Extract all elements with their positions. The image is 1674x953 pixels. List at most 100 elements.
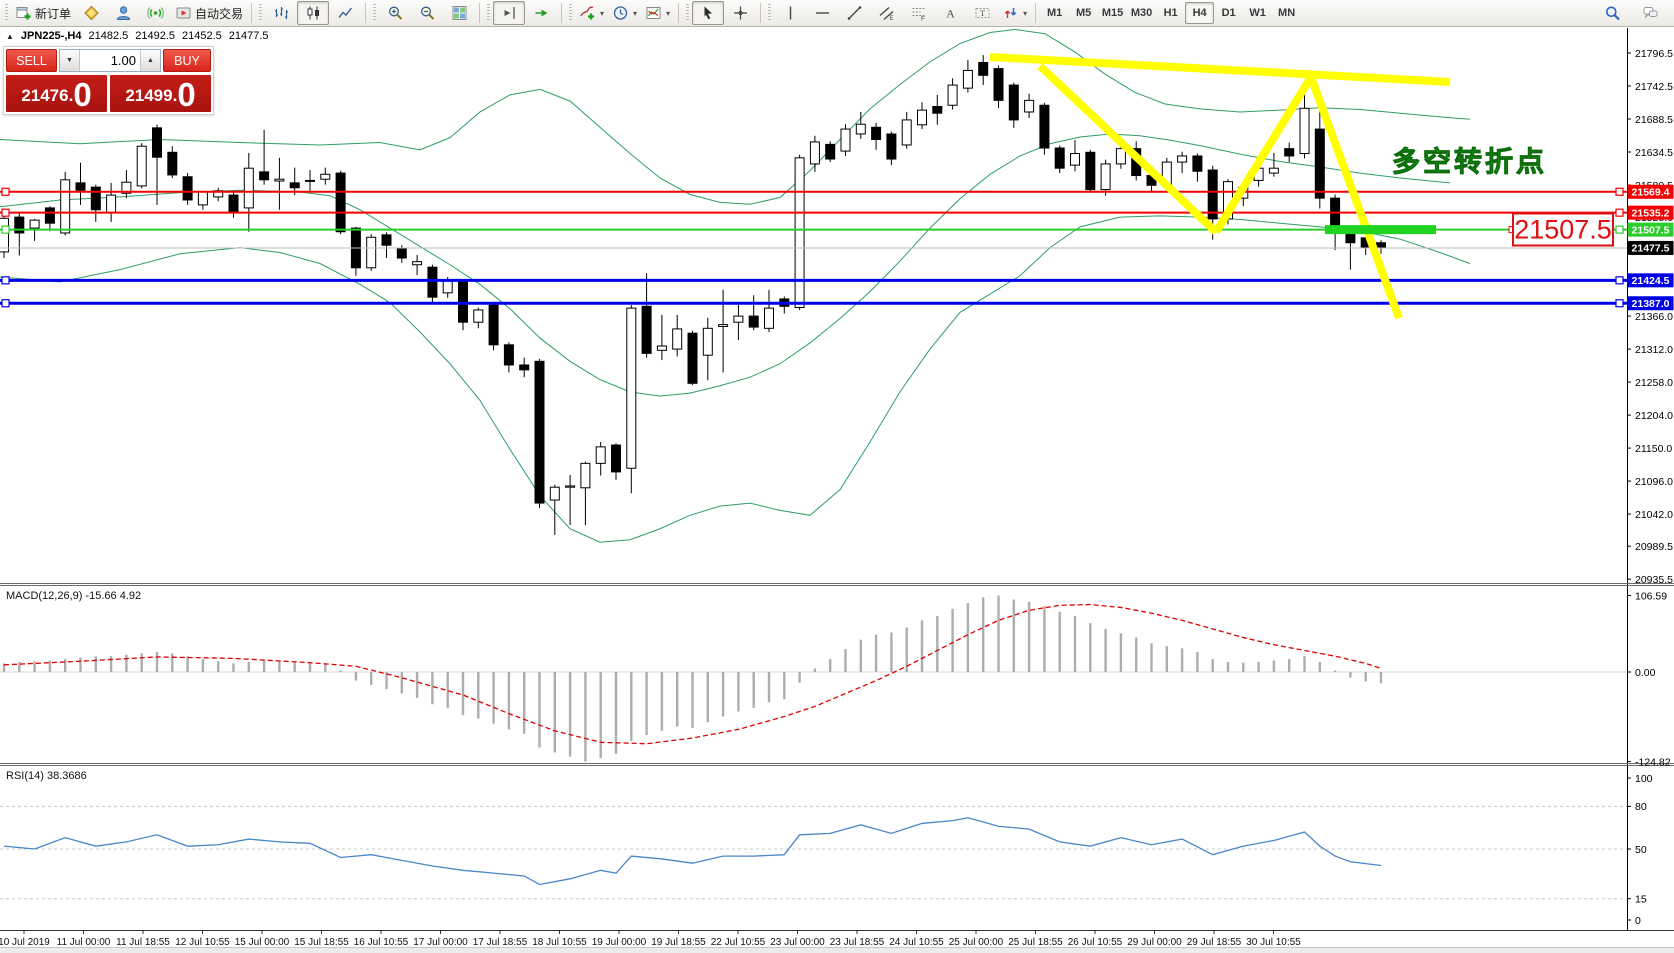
zoom-out-button[interactable] — [411, 1, 443, 25]
hline-anchor[interactable] — [1615, 208, 1624, 217]
time-axis[interactable]: 10 Jul 2019 11 Jul 00:00 11 Jul 18:55 12 Ju… — [0, 930, 1301, 948]
indicators-list-button[interactable]: ▾ — [575, 1, 608, 25]
candlestick-mode-button[interactable] — [297, 1, 330, 25]
hline-anchor[interactable] — [1, 187, 10, 196]
candle-bearish — [1192, 155, 1203, 172]
timeframe-h4-button[interactable]: H4 — [1185, 2, 1215, 24]
rsi-tick-label: 80 — [1635, 801, 1647, 813]
crosshair-tool-button[interactable] — [724, 1, 756, 25]
hline-anchor[interactable] — [1615, 276, 1624, 285]
indicators-list-icon — [579, 5, 596, 21]
yellow-trendline-3[interactable] — [1212, 74, 1315, 235]
timeframe-m5-button[interactable]: M5 — [1075, 7, 1092, 19]
periods-button[interactable]: ▾ — [608, 1, 641, 25]
time-tick-label: 10 Jul 2019 — [0, 937, 50, 948]
svg-text:F: F — [921, 16, 925, 22]
candle-bullish — [320, 173, 331, 180]
main-chart-pane[interactable] — [0, 28, 1471, 543]
thick-green-segment[interactable] — [1325, 225, 1436, 235]
hline-anchor[interactable] — [1, 276, 10, 285]
chat-button[interactable] — [1634, 1, 1666, 25]
hline-anchor[interactable] — [1615, 299, 1624, 308]
vertical-line-tool-button[interactable] — [774, 1, 806, 25]
auto-scroll-button[interactable] — [525, 1, 557, 25]
svg-text:T: T — [979, 8, 985, 18]
user-profile-button[interactable] — [107, 1, 139, 25]
fibonacci-tool-button[interactable]: F — [902, 1, 934, 25]
timeframe-mn-button[interactable]: MN — [1278, 7, 1296, 19]
hline-anchor[interactable] — [1, 299, 10, 308]
auto-trading-icon — [175, 5, 192, 21]
timeframe-h1-button[interactable]: H1 — [1163, 7, 1178, 19]
yellow-trendline-1[interactable] — [989, 53, 1451, 86]
ohlc-high: 21492.5 — [135, 30, 175, 42]
timeframe-d1-button[interactable]: D1 — [1221, 7, 1236, 19]
arrows-tool-button[interactable]: ▾ — [998, 1, 1031, 25]
volume-decrease-button[interactable]: ▼ — [60, 50, 80, 71]
price-axis[interactable]: 21796.521742.521688.521634.521580.521528… — [1627, 28, 1673, 930]
toolbar-separator — [760, 3, 762, 23]
search-button[interactable] — [1596, 1, 1628, 25]
hline-anchor[interactable] — [1615, 225, 1624, 234]
text-tool-icon: A — [942, 5, 959, 21]
candle-bearish — [14, 216, 25, 234]
hline-price-label — [1627, 296, 1674, 311]
new-order-button[interactable]: 新订单 — [11, 1, 75, 25]
sell-price-display[interactable]: 21476. 0 — [6, 75, 107, 112]
cursor-tool-button[interactable] — [692, 1, 725, 25]
toolbar-separator — [251, 3, 253, 23]
candle-bearish — [44, 207, 55, 224]
signals-icon — [146, 5, 164, 21]
templates-button[interactable]: ▾ — [641, 1, 674, 25]
candle-bullish — [1024, 99, 1035, 113]
turning-point-annotation[interactable]: 多空转折点 — [1392, 145, 1547, 178]
templates-dropdown-arrow-icon[interactable]: ▾ — [666, 8, 671, 18]
buy-button[interactable]: BUY — [163, 49, 211, 72]
macd-tick-label: -124.82 — [1635, 756, 1671, 768]
periods-dropdown-arrow-icon[interactable]: ▾ — [633, 8, 638, 18]
candle-bearish — [993, 68, 1004, 101]
auto-trading-button[interactable]: 自动交易 — [171, 1, 247, 25]
tile-windows-button[interactable] — [443, 1, 475, 25]
mql5-gold-button[interactable] — [75, 1, 107, 25]
bar-chart-mode-button[interactable] — [265, 1, 297, 25]
buy-price-display[interactable]: 21499. 0 — [110, 75, 211, 112]
line-chart-mode-button[interactable] — [329, 1, 361, 25]
chart-canvas[interactable]: 21796.521742.521688.521634.521580.521528… — [0, 28, 1674, 953]
candle-bearish — [1376, 242, 1386, 249]
chart-shift-button[interactable] — [493, 1, 526, 25]
svg-text:21535.2: 21535.2 — [1632, 207, 1670, 219]
timeframe-w1-button[interactable]: W1 — [1249, 7, 1266, 19]
arrows-tool-dropdown-arrow-icon[interactable]: ▾ — [1023, 8, 1028, 18]
cursor-tool-icon — [700, 5, 717, 21]
hline-anchor[interactable] — [1, 225, 10, 234]
volume-input[interactable] — [80, 50, 140, 71]
yellow-trendline-4[interactable] — [1307, 75, 1403, 320]
collapse-arrow-icon[interactable]: ▲ — [6, 31, 14, 41]
candle-bearish — [519, 364, 530, 371]
volume-increase-button[interactable]: ▲ — [140, 50, 160, 71]
text-label-tool-button[interactable]: T — [966, 1, 998, 25]
indicators-list-dropdown-arrow-icon[interactable]: ▾ — [600, 8, 605, 18]
candle-bearish — [1207, 169, 1218, 220]
timeframe-m30-button[interactable]: M30 — [1130, 7, 1153, 19]
hline-anchor[interactable] — [1615, 187, 1624, 196]
ohlc-low: 21452.5 — [182, 30, 222, 42]
candle-bullish — [565, 485, 576, 488]
candle-bearish — [1054, 147, 1065, 169]
timeframe-m15-button[interactable]: M15 — [1101, 7, 1124, 19]
svg-text:21424.5: 21424.5 — [1632, 275, 1670, 287]
text-tool-button[interactable]: A — [934, 1, 966, 25]
sell-button[interactable]: SELL — [6, 49, 57, 72]
trendline-tool-button[interactable] — [838, 1, 870, 25]
horizontal-line-tool-button[interactable] — [806, 1, 838, 25]
chart-region[interactable]: 21796.521742.521688.521634.521580.521528… — [0, 28, 1674, 953]
yellow-trendline-2[interactable] — [1037, 63, 1219, 235]
timeframe-m1-button[interactable]: M1 — [1046, 7, 1063, 19]
hline-anchor[interactable] — [1, 208, 10, 217]
price-callout-box[interactable] — [1512, 212, 1614, 247]
signals-button[interactable] — [139, 1, 171, 25]
zoom-in-button[interactable] — [379, 1, 411, 25]
equidistant-channel-tool-button[interactable]: E — [870, 1, 902, 25]
candle-bearish — [488, 304, 499, 346]
